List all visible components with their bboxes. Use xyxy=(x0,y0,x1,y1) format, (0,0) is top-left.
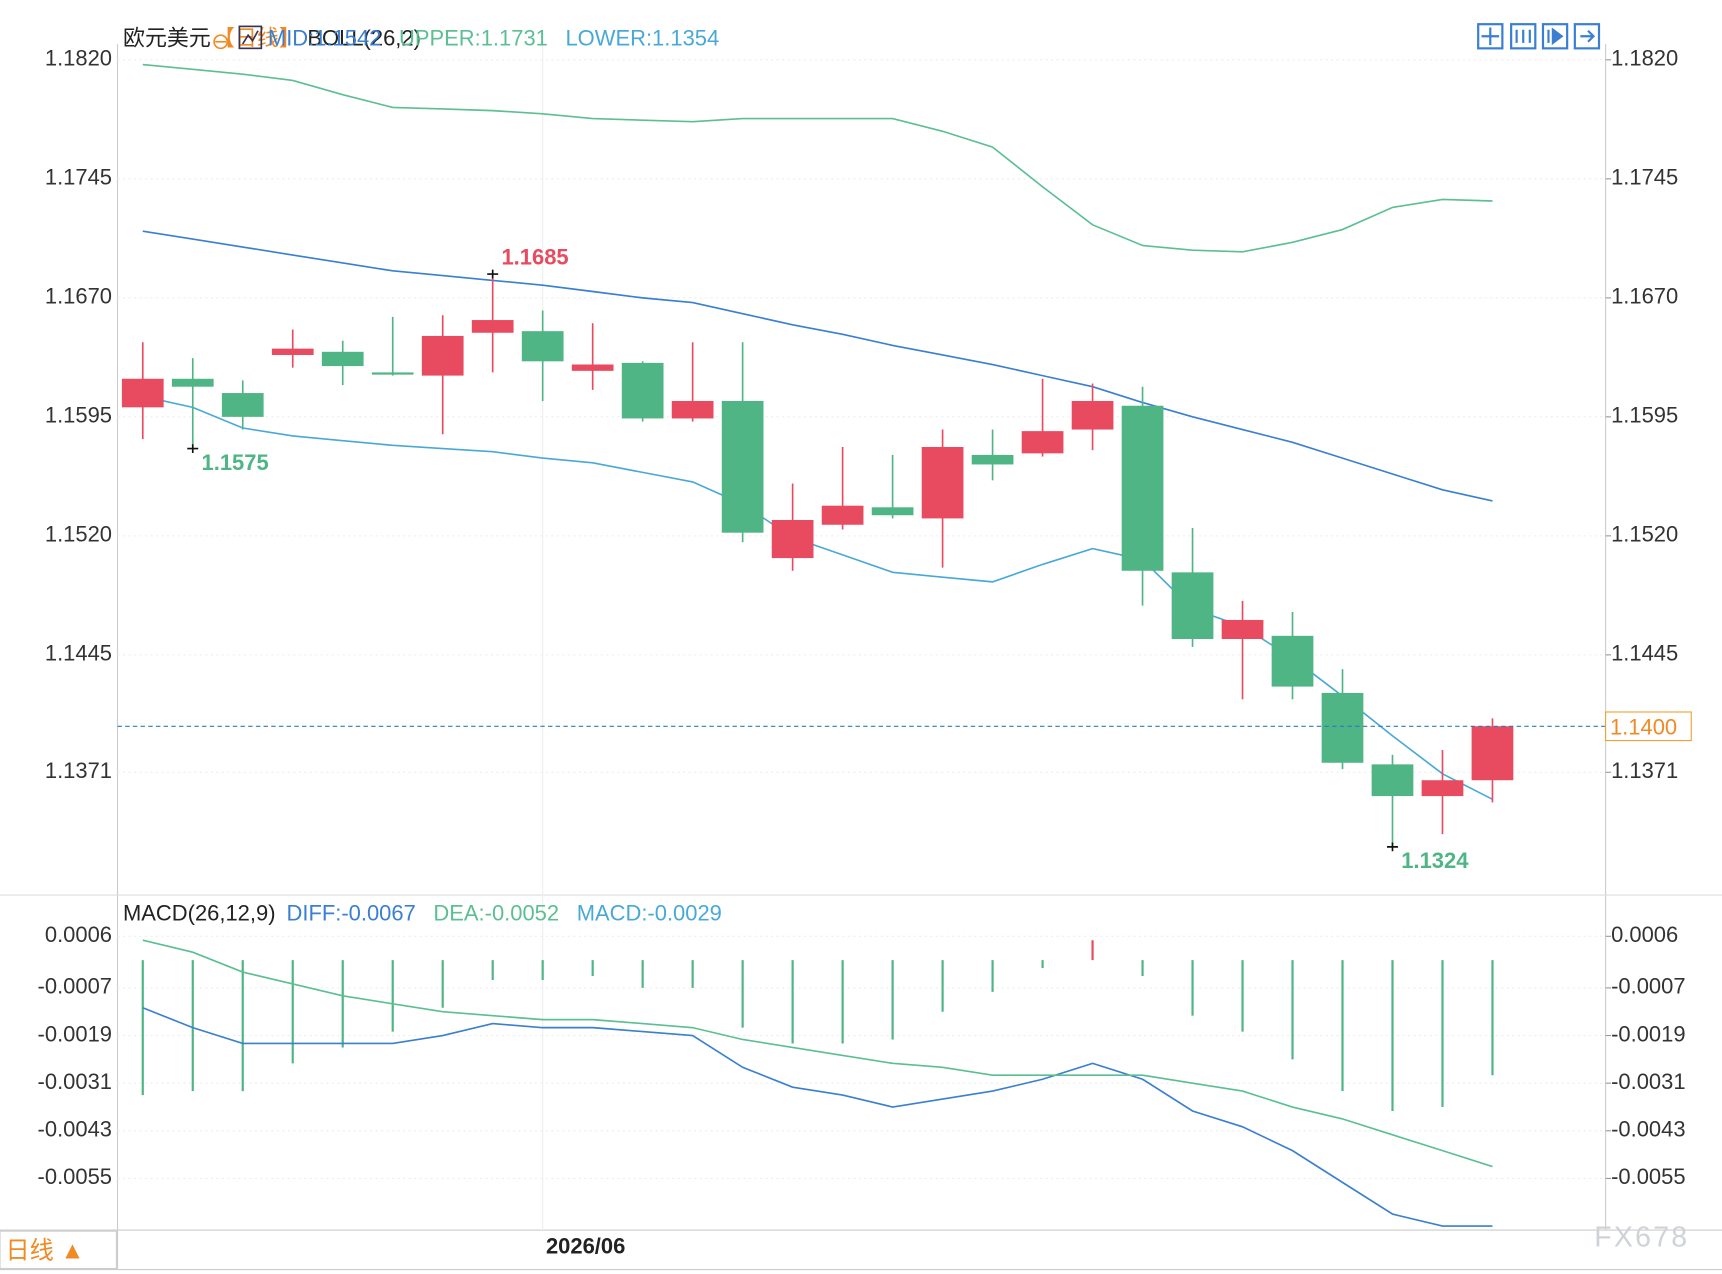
legend-title: 欧元美元 xyxy=(123,25,211,50)
y-tick-label: 1.1820 xyxy=(45,46,112,71)
candle-body xyxy=(821,505,864,525)
candle-body xyxy=(321,351,364,367)
legend-entry: DIFF:-0.0067 xyxy=(286,901,415,926)
y-tick-label: 1.1595 xyxy=(45,403,112,428)
legend-period: 【日线】 xyxy=(213,25,301,50)
indicator-line xyxy=(142,395,1493,801)
tool-icon[interactable] xyxy=(1573,23,1601,50)
candle-body xyxy=(621,362,664,419)
tool-glyph xyxy=(1547,27,1564,46)
y-tick-label: 0.0006 xyxy=(45,922,112,947)
candle-body xyxy=(921,447,964,519)
legend-indicator: BOLL(26,2) xyxy=(307,25,421,50)
indicator-line xyxy=(142,1006,1493,1227)
tool-glyph xyxy=(1515,29,1531,43)
indicator-line xyxy=(142,939,1493,1168)
y-tick-label: 1.1371 xyxy=(45,758,112,783)
candle-body xyxy=(1121,405,1164,571)
toolbar xyxy=(1477,23,1601,50)
y-tick-label-right: 1.1670 xyxy=(1611,284,1678,309)
candle-body xyxy=(271,348,314,355)
y-tick-label-right: 1.1520 xyxy=(1611,522,1678,547)
candle-body xyxy=(521,331,564,362)
tool-icon[interactable] xyxy=(1541,23,1569,50)
annotation-marker xyxy=(487,269,499,279)
indicator-line xyxy=(142,230,1493,502)
legend-title: MACD(26,12,9) xyxy=(123,901,276,926)
candle-body xyxy=(171,378,214,387)
legend-entry: MID:1.1542 xyxy=(268,25,382,50)
y-tick-label: -0.0043 xyxy=(38,1117,112,1142)
candle-body xyxy=(771,519,814,559)
y-tick-label-right: 0.0006 xyxy=(1611,922,1678,947)
y-tick-label-right: 1.1820 xyxy=(1611,46,1678,71)
candle-body xyxy=(1471,726,1514,781)
candle-body xyxy=(721,400,764,533)
legend-entry: UPPER:1.1731 xyxy=(399,25,548,50)
candle-body xyxy=(971,454,1014,465)
candle-body xyxy=(1371,764,1414,797)
candle-body xyxy=(1071,400,1114,430)
last-price-label: 1.1400 xyxy=(1610,714,1677,739)
period-button[interactable] xyxy=(0,1230,117,1270)
legend-entry: MACD:-0.0029 xyxy=(577,901,722,926)
legend-icon xyxy=(213,34,229,50)
annotation-marker xyxy=(187,444,199,453)
y-tick-label: 1.1445 xyxy=(45,641,112,666)
annotation-marker xyxy=(1387,842,1398,852)
legend-icon xyxy=(238,25,263,50)
candle-body xyxy=(1021,431,1064,454)
candle-body xyxy=(1321,692,1364,763)
watermark: FX678 xyxy=(1594,1221,1689,1253)
tool-icon[interactable] xyxy=(1510,23,1537,50)
candle-body xyxy=(121,378,164,408)
y-tick-label-right: -0.0043 xyxy=(1611,1117,1685,1142)
y-tick-label: -0.0007 xyxy=(38,974,112,999)
legend-entry: DEA:-0.0052 xyxy=(433,901,559,926)
y-tick-label: 1.1745 xyxy=(45,165,112,190)
candle-body xyxy=(421,335,464,376)
y-tick-label: -0.0055 xyxy=(38,1164,112,1189)
candle-body xyxy=(1171,572,1214,640)
candle-body xyxy=(1271,635,1314,687)
legend-icon xyxy=(241,30,259,45)
candle-body xyxy=(221,393,264,417)
y-tick-label-right: 1.1595 xyxy=(1611,403,1678,428)
candle-body xyxy=(1421,780,1464,797)
y-tick-label: 1.1670 xyxy=(45,284,112,309)
y-tick-label-right: -0.0007 xyxy=(1611,974,1685,999)
y-tick-label-right: -0.0055 xyxy=(1611,1164,1685,1189)
y-tick-label-right: 1.1371 xyxy=(1611,758,1678,783)
y-tick-label-right: -0.0031 xyxy=(1611,1069,1685,1094)
candle-body xyxy=(1221,619,1264,640)
candle-body xyxy=(471,320,514,333)
legend-entry: LOWER:1.1354 xyxy=(565,25,719,50)
candle-body xyxy=(871,507,914,516)
candle-body xyxy=(571,364,614,371)
annotation: 1.1324 xyxy=(1401,848,1469,873)
last-price-box xyxy=(1605,711,1692,742)
tool-glyph xyxy=(1580,30,1596,43)
candle-body xyxy=(371,372,414,375)
tool-icon[interactable] xyxy=(1477,23,1504,50)
y-tick-label-right: 1.1445 xyxy=(1611,641,1678,666)
annotation: 1.1575 xyxy=(202,450,269,475)
candle-body xyxy=(671,400,714,419)
y-tick-label-right: -0.0019 xyxy=(1611,1021,1685,1046)
y-tick-label: -0.0031 xyxy=(38,1069,112,1094)
y-tick-label: -0.0019 xyxy=(38,1021,112,1046)
tool-glyph xyxy=(1481,27,1500,46)
y-tick-label-right: 1.1745 xyxy=(1611,165,1678,190)
annotation: 1.1685 xyxy=(501,244,568,269)
indicator-line xyxy=(142,63,1493,253)
y-tick-label: 1.1520 xyxy=(45,522,112,547)
x-tick-label: 2026/06 xyxy=(546,1233,625,1258)
period-selector[interactable]: 日线 ▲ xyxy=(5,1237,84,1264)
